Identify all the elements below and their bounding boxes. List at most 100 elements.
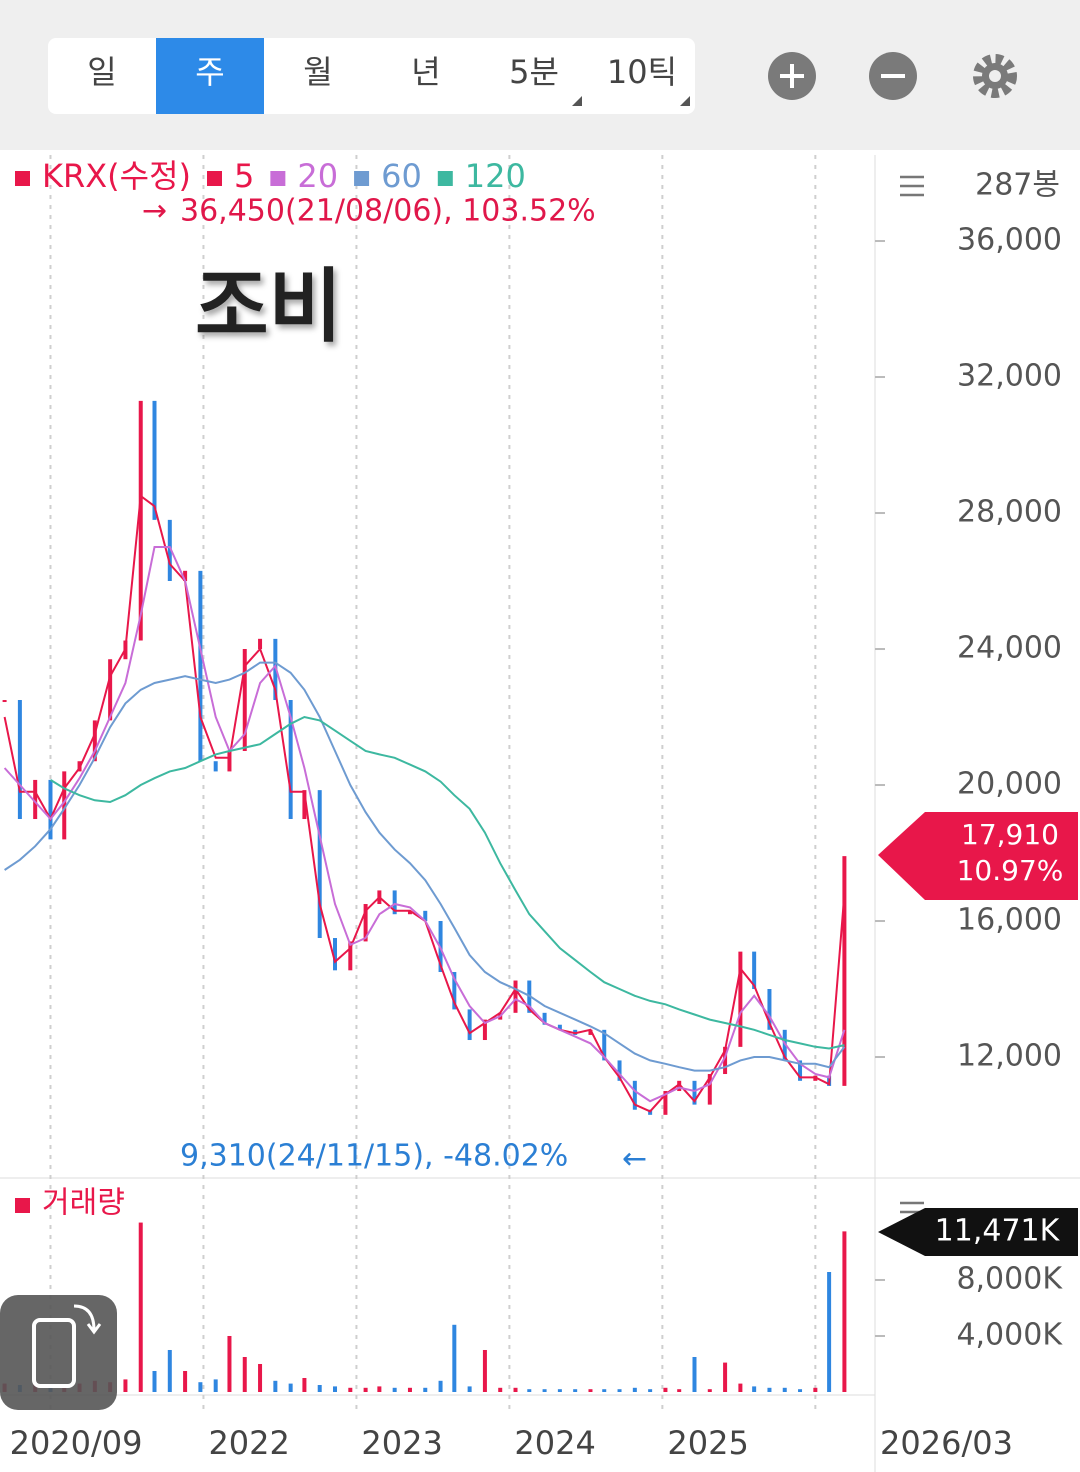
volume-bar: [242, 1356, 247, 1392]
y-tick-label: 12,000: [957, 1039, 1062, 1074]
legend-swatch: [15, 171, 30, 186]
y-tick-label: 8,000K: [956, 1261, 1063, 1296]
ma-line: [4, 661, 846, 1072]
min-arrow: ←: [622, 1142, 647, 1177]
volume-bar: [617, 1389, 622, 1392]
y-tick-label: 24,000: [957, 631, 1062, 666]
tab[interactable]: 주: [195, 53, 224, 91]
volume-bar: [752, 1386, 757, 1392]
y-tick-label: 16,000: [957, 903, 1062, 938]
settings[interactable]: [973, 54, 1017, 98]
legend-swatch: [354, 171, 370, 186]
legend-swatch: [270, 171, 286, 186]
volume-bar: [677, 1389, 682, 1392]
volume-bar: [452, 1324, 457, 1392]
volume-bar: [782, 1387, 787, 1392]
tab[interactable]: 월: [303, 53, 332, 91]
volume-bar: [467, 1386, 472, 1392]
tab-selected: [156, 38, 264, 114]
volume-tag: [878, 1208, 1078, 1256]
volume-bar: [827, 1271, 832, 1392]
volume-bar: [213, 1379, 218, 1392]
volume-title: 거래량: [42, 1186, 125, 1221]
stock-name: 조비: [195, 260, 342, 353]
tab[interactable]: 10틱: [607, 53, 677, 91]
y-tick-label: 36,000: [957, 223, 1062, 258]
volume-bar: [423, 1387, 428, 1392]
volume-bar: [527, 1389, 532, 1392]
ma-line: [3, 546, 846, 1103]
tab[interactable]: 년: [411, 53, 440, 91]
volume-bar: [183, 1370, 188, 1392]
volume-bar: [738, 1383, 743, 1392]
max-annotation: 36,450(21/08/06), 103.52%: [180, 194, 596, 229]
volume-bar: [198, 1382, 203, 1392]
x-tick-label: 2025: [667, 1424, 748, 1462]
x-tick-label: 2022: [208, 1424, 289, 1462]
volume-bar: [348, 1387, 353, 1392]
tab-corner: [680, 96, 690, 106]
volume-bar: [798, 1389, 803, 1392]
ma-line: [49, 715, 845, 1050]
volume-bar: [302, 1377, 307, 1392]
rotate-button[interactable]: [0, 1295, 117, 1410]
legend-label: 20: [297, 157, 338, 195]
menu-icon[interactable]: [900, 175, 924, 197]
tab[interactable]: 5분: [509, 53, 559, 91]
y-tick-label: 28,000: [957, 495, 1062, 530]
legend-swatch: [15, 1198, 30, 1213]
price-change: 10.97%: [957, 854, 1064, 887]
volume-bar: [767, 1387, 772, 1392]
legend-label: KRX(수정): [42, 157, 191, 195]
zoom-out[interactable]: [869, 52, 917, 100]
tab-group: [48, 38, 695, 114]
price-tag: [878, 812, 1078, 900]
volume-bar: [407, 1387, 412, 1392]
volume-bar: [632, 1387, 637, 1392]
volume-bar: [723, 1362, 728, 1392]
x-tick-label: 2020/09: [10, 1424, 143, 1462]
zoom-in[interactable]: [768, 52, 816, 100]
current-volume: 11,471K: [935, 1214, 1061, 1249]
max-arrow: →: [142, 194, 167, 229]
volume-bar: [288, 1383, 293, 1392]
volume-bar: [152, 1370, 157, 1392]
current-price: 17,910: [961, 818, 1059, 851]
volume-bar: [333, 1386, 338, 1392]
tab[interactable]: 일: [87, 53, 116, 91]
volume-bar: [663, 1387, 668, 1392]
x-tick-label: 2024: [514, 1424, 595, 1462]
volume-bar: [363, 1387, 368, 1392]
min-annotation: 9,310(24/11/15), -48.02%: [180, 1139, 568, 1174]
volume-bar: [707, 1389, 712, 1392]
legend-swatch: [437, 171, 453, 186]
volume-bar: [317, 1384, 322, 1392]
volume-bar: [438, 1380, 443, 1392]
legend-label: 5: [234, 157, 254, 195]
ma-line: [3, 494, 846, 1113]
volume-bar: [692, 1356, 697, 1392]
tab-corner: [572, 96, 582, 106]
legend-label: 120: [465, 157, 526, 195]
legend-label: 60: [381, 157, 422, 195]
volume-bar: [138, 1222, 143, 1392]
volume-bar: [842, 1231, 847, 1392]
volume-bar: [513, 1387, 518, 1392]
volume-bar: [573, 1389, 578, 1392]
volume-bar: [273, 1380, 278, 1392]
volume-bar: [557, 1389, 562, 1392]
y-tick-label: 32,000: [957, 359, 1062, 394]
legend-swatch: [207, 171, 222, 186]
volume-bar: [482, 1349, 487, 1392]
volume-bar: [123, 1379, 128, 1392]
volume-bar: [377, 1386, 382, 1392]
volume-bar: [813, 1387, 818, 1392]
volume-bar: [167, 1349, 172, 1392]
volume-bar: [648, 1389, 653, 1392]
volume-bar: [588, 1389, 593, 1392]
volume-bar: [258, 1363, 263, 1392]
bar-count: 287봉: [975, 168, 1060, 203]
volume-bar: [542, 1389, 547, 1392]
